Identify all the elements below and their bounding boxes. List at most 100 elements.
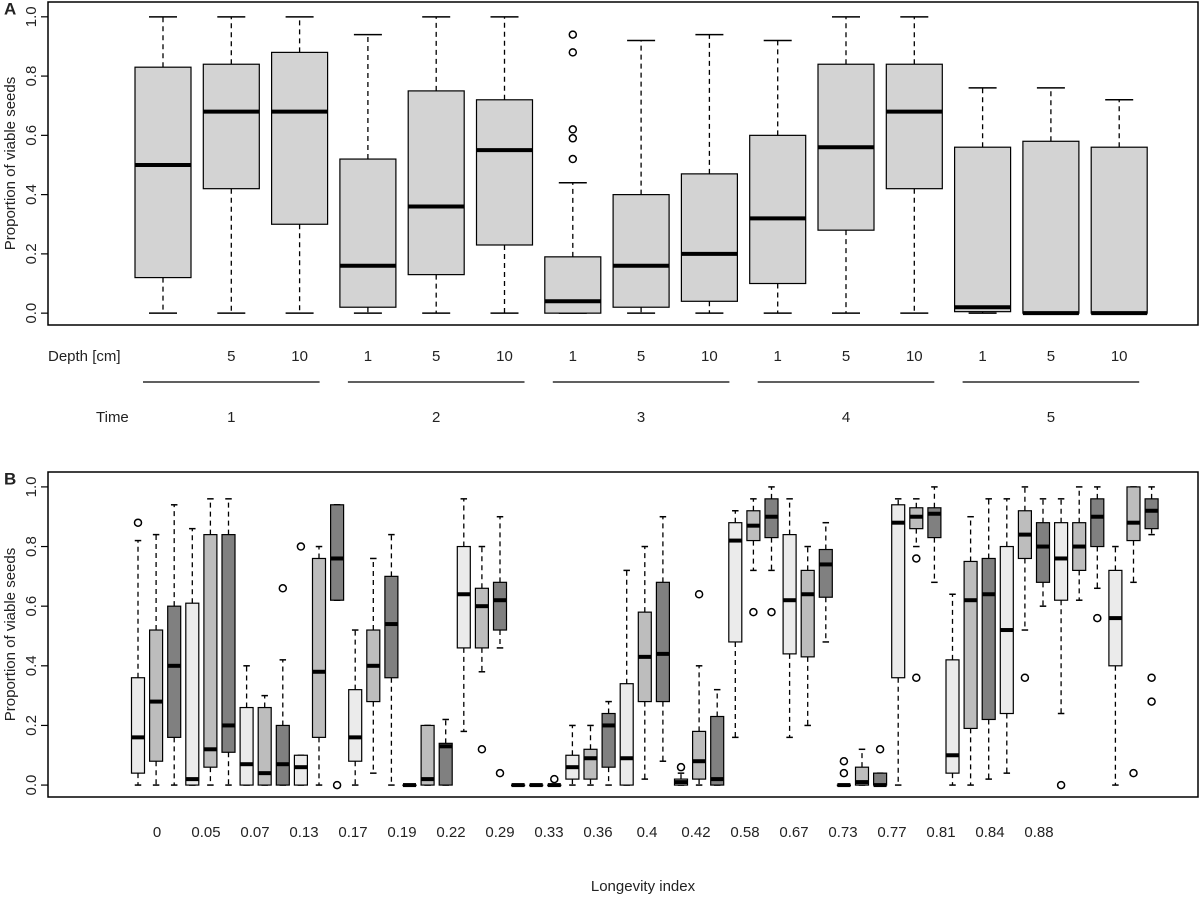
outlier bbox=[568, 48, 578, 57]
box bbox=[475, 99, 534, 246]
box bbox=[1035, 522, 1051, 583]
box bbox=[456, 545, 471, 649]
box bbox=[384, 575, 399, 679]
depth-label: 10 bbox=[496, 348, 513, 365]
x-tick-label: 0 bbox=[153, 824, 161, 841]
outlier bbox=[568, 134, 578, 143]
box bbox=[544, 256, 602, 314]
box bbox=[311, 557, 327, 738]
outlier bbox=[550, 774, 559, 784]
box bbox=[134, 66, 192, 279]
box bbox=[185, 602, 200, 786]
outlier bbox=[767, 607, 776, 617]
depth-label: 1 bbox=[774, 348, 782, 365]
box bbox=[945, 659, 960, 774]
outlier bbox=[1129, 768, 1138, 778]
box bbox=[474, 587, 489, 649]
x-tick-label: 0.81 bbox=[926, 824, 955, 841]
y-tick-label: 0.4 bbox=[23, 184, 40, 205]
outlier bbox=[296, 542, 306, 551]
outlier bbox=[568, 30, 578, 39]
outlier bbox=[1147, 673, 1156, 682]
outlier bbox=[749, 607, 758, 617]
panel-label: B bbox=[4, 469, 16, 488]
box bbox=[149, 629, 164, 762]
outlier bbox=[568, 154, 578, 164]
time-label: 3 bbox=[637, 409, 645, 426]
x-tick-label: 0.42 bbox=[681, 824, 710, 841]
y-tick-label: 0.8 bbox=[23, 66, 40, 87]
box bbox=[710, 715, 725, 786]
x-tick-label: 0.17 bbox=[338, 824, 367, 841]
depth-label: 1 bbox=[569, 348, 577, 365]
time-title: Time bbox=[96, 409, 129, 426]
box bbox=[407, 90, 465, 276]
depth-title: Depth [cm] bbox=[48, 348, 121, 365]
y-tick-label: 0.0 bbox=[23, 775, 40, 796]
depth-label: 5 bbox=[637, 348, 645, 365]
outlier bbox=[477, 745, 487, 754]
y-tick-label: 0.0 bbox=[23, 303, 40, 324]
outlier bbox=[1020, 673, 1030, 682]
x-tick-label: 0.05 bbox=[191, 824, 220, 841]
box bbox=[257, 706, 272, 786]
time-label: 4 bbox=[842, 409, 850, 426]
box bbox=[655, 581, 671, 703]
box bbox=[348, 689, 363, 762]
box bbox=[1144, 498, 1159, 530]
box bbox=[981, 557, 996, 721]
y-tick-label: 1.0 bbox=[23, 476, 40, 497]
box bbox=[963, 560, 978, 730]
y-axis-label: Proportion of viable seeds bbox=[2, 548, 19, 721]
outlier bbox=[332, 780, 342, 790]
box bbox=[438, 742, 453, 786]
y-tick-label: 0.4 bbox=[23, 655, 40, 676]
depth-label: 5 bbox=[227, 348, 235, 365]
depth-label: 10 bbox=[1111, 348, 1128, 365]
box bbox=[691, 730, 707, 780]
x-tick-label: 0.07 bbox=[240, 824, 269, 841]
y-tick-label: 0.2 bbox=[23, 715, 40, 736]
depth-label: 10 bbox=[906, 348, 923, 365]
depth-label: 10 bbox=[291, 348, 308, 365]
box bbox=[420, 724, 435, 786]
outlier bbox=[694, 589, 704, 599]
x-tick-label: 0.67 bbox=[779, 824, 808, 841]
box bbox=[619, 683, 634, 786]
depth-label: 5 bbox=[842, 348, 850, 365]
outlier bbox=[133, 518, 143, 527]
x-tick-label: 0.88 bbox=[1024, 824, 1053, 841]
box bbox=[202, 63, 260, 190]
box bbox=[203, 534, 218, 768]
y-tick-label: 0.2 bbox=[23, 243, 40, 264]
time-label: 1 bbox=[227, 409, 235, 426]
x-tick-label: 0.73 bbox=[828, 824, 857, 841]
outlier bbox=[839, 768, 849, 778]
plot-frame bbox=[47, 471, 1199, 798]
box bbox=[221, 534, 236, 753]
outlier bbox=[676, 762, 686, 772]
box bbox=[130, 677, 146, 774]
x-tick-label: 0.19 bbox=[387, 824, 416, 841]
x-tick-label: 0.4 bbox=[637, 824, 658, 841]
x-axis-label: Longevity index bbox=[591, 878, 696, 895]
box bbox=[275, 724, 290, 786]
box bbox=[680, 173, 739, 302]
y-tick-label: 1.0 bbox=[23, 6, 40, 27]
outlier bbox=[912, 554, 921, 563]
time-label: 2 bbox=[432, 409, 440, 426]
depth-label: 1 bbox=[364, 348, 372, 365]
x-tick-label: 0.13 bbox=[289, 824, 318, 841]
box bbox=[891, 504, 906, 679]
box bbox=[330, 504, 345, 601]
outlier bbox=[568, 125, 578, 134]
box bbox=[339, 158, 397, 308]
box bbox=[818, 548, 833, 598]
box bbox=[239, 706, 254, 786]
box bbox=[167, 605, 182, 738]
x-tick-label: 0.84 bbox=[975, 824, 1004, 841]
outlier bbox=[1056, 780, 1066, 790]
box bbox=[271, 51, 329, 225]
box bbox=[1126, 486, 1141, 542]
